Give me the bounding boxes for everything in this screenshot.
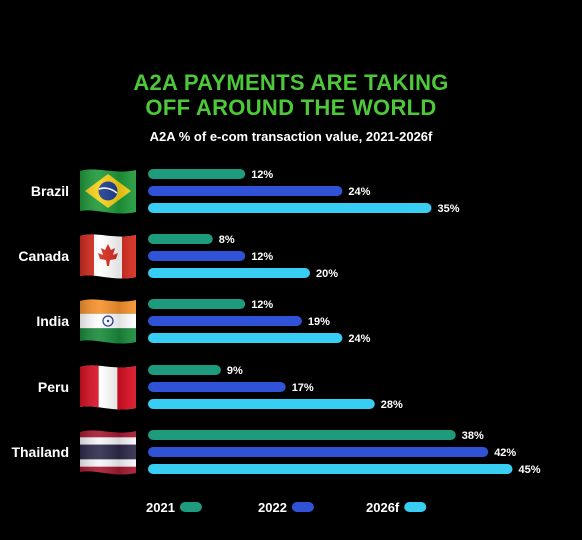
country-label-india: India: [36, 313, 69, 329]
bar-india-2021: [148, 299, 246, 309]
legend-swatch-2026f: [404, 502, 427, 512]
country-label-canada: Canada: [18, 248, 69, 264]
value-label-peru-2026f: 28%: [381, 399, 403, 411]
canada-flag-icon: [80, 234, 136, 279]
bar-peru-2021: [148, 365, 221, 375]
bar-india-2026f: [148, 333, 343, 343]
bar-peru-2022: [148, 382, 286, 392]
legend-swatch-2021: [179, 502, 202, 512]
legend-label-2026f: 2026f: [366, 500, 400, 515]
value-label-canada-2021: 8%: [219, 234, 235, 246]
value-label-peru-2022: 17%: [292, 382, 314, 394]
bar-brazil-2022: [148, 186, 343, 196]
legend-label-2021: 2021: [146, 500, 175, 515]
legend-label-2022: 2022: [258, 500, 287, 515]
country-label-thailand: Thailand: [11, 444, 69, 460]
bar-thailand-2022: [148, 447, 489, 457]
bar-brazil-2021: [148, 169, 246, 179]
value-label-thailand-2026f: 45%: [519, 464, 541, 476]
peru-flag-icon: [80, 365, 136, 410]
country-label-brazil: Brazil: [31, 183, 69, 199]
bar-india-2022: [148, 316, 302, 326]
chart-subtitle: A2A % of e-com transaction value, 2021-2…: [149, 129, 433, 144]
value-label-canada-2026f: 20%: [316, 268, 338, 280]
chart-title-line-2: OFF AROUND THE WORLD: [145, 95, 437, 120]
value-label-thailand-2021: 38%: [462, 430, 484, 442]
bar-canada-2021: [148, 234, 213, 244]
value-label-brazil-2021: 12%: [251, 169, 273, 181]
value-label-brazil-2022: 24%: [348, 186, 370, 198]
thailand-flag-icon: [80, 430, 136, 475]
bar-thailand-2021: [148, 430, 456, 440]
brazil-flag-icon: [80, 169, 136, 214]
legend-swatch-2022: [291, 502, 314, 512]
value-label-india-2026f: 24%: [348, 333, 370, 345]
bar-thailand-2026f: [148, 464, 513, 474]
value-label-india-2022: 19%: [308, 316, 330, 328]
value-label-brazil-2026f: 35%: [438, 203, 460, 215]
legend: 2021 2022 2026f: [146, 500, 427, 515]
value-label-india-2021: 12%: [251, 299, 273, 311]
bar-canada-2022: [148, 251, 246, 261]
country-label-peru: Peru: [38, 379, 69, 395]
chart-title-line-1: A2A PAYMENTS ARE TAKING: [133, 70, 449, 95]
value-label-canada-2022: 12%: [251, 251, 273, 263]
bar-brazil-2026f: [148, 203, 432, 213]
value-label-peru-2021: 9%: [227, 365, 243, 377]
bar-canada-2026f: [148, 268, 310, 278]
chart-title: A2A PAYMENTS ARE TAKING OFF AROUND THE W…: [0, 70, 582, 120]
bar-peru-2026f: [148, 399, 375, 409]
value-label-thailand-2022: 42%: [494, 447, 516, 459]
india-flag-icon: [80, 299, 136, 344]
